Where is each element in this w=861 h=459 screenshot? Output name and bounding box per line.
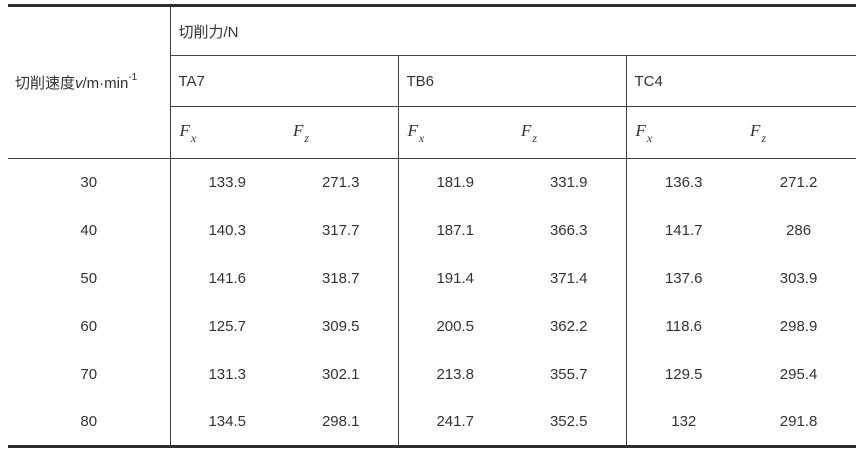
speed-unit: /m·min	[82, 75, 129, 92]
tb6-fx-value: 241.7	[436, 413, 475, 431]
speed-value: 50	[8, 254, 171, 303]
tc4-fz-value: 286	[786, 222, 812, 239]
tb6-fx-value: 213.8	[436, 366, 475, 383]
ta7-fz-value: 298.1	[284, 398, 399, 447]
fx-subscript: x	[190, 131, 197, 146]
fz-symbol: F	[750, 120, 761, 140]
fz-header-tc4: Fz	[741, 106, 857, 159]
force-header-row: 切削速度v/m·min-1 切削力/N	[8, 5, 857, 159]
tc4-fz-value: 303.9	[779, 270, 818, 287]
ta7-fx-value: 131.3	[208, 366, 247, 383]
ta7-fz-value: 318.7	[284, 254, 399, 303]
tb6-fz-value: 371.4	[512, 254, 627, 303]
cutting-force-table-container: 切削速度v/m·min-1 切削力/N TA7 TB6 TC4 Fx Fz Fx…	[8, 4, 857, 448]
fx-header-tc4: Fx	[626, 106, 741, 159]
ta7-fz-value: 271.3	[284, 158, 399, 207]
ta7-fx-value: 140.3	[208, 222, 247, 239]
speed-variable: v	[75, 75, 83, 92]
ta7-fx-value: 141.6	[208, 270, 247, 287]
fx-symbol: F	[635, 120, 646, 140]
tc4-fz-value: 291.8	[779, 413, 818, 431]
material-header-tb6: TB6	[398, 55, 627, 107]
ta7-fx-value: 134.5	[208, 413, 247, 431]
fz-subscript: z	[304, 131, 310, 146]
tc4-fz-value: 295.4	[779, 366, 818, 383]
ta7-fz-value: 309.5	[284, 302, 399, 351]
fx-symbol: F	[407, 120, 418, 140]
material-header-ta7: TA7	[170, 55, 399, 107]
force-header-cell: 切削力/N	[170, 5, 857, 56]
speed-value: 60	[8, 302, 171, 351]
tb6-fz-value: 352.5	[512, 398, 627, 447]
speed-header-label: 切削速度	[15, 75, 76, 92]
ta7-fz-value: 302.1	[284, 350, 399, 399]
cutting-force-table: 切削速度v/m·min-1 切削力/N TA7 TB6 TC4 Fx Fz Fx…	[8, 4, 857, 448]
tb6-fx-value: 191.4	[436, 270, 475, 287]
tb6-fz-value: 366.3	[512, 206, 627, 255]
fx-header-ta7: Fx	[170, 106, 284, 159]
tc4-fx-value: 137.6	[664, 270, 703, 287]
ta7-fz-value: 317.7	[284, 206, 399, 255]
table-row: 70 131.3 302.1 213.8 355.7 129.5 295.4	[8, 350, 856, 399]
tb6-fz-value: 331.9	[512, 158, 627, 207]
ta7-fx-value: 125.7	[208, 318, 247, 335]
tc4-fx-value: 129.5	[664, 366, 703, 383]
material-header-tc4: TC4	[626, 55, 857, 107]
ta7-fx-value: 133.9	[208, 174, 247, 192]
material-header-row: TA7 TB6 TC4	[8, 55, 857, 107]
speed-value: 70	[8, 350, 171, 399]
tc4-fx-value: 132	[671, 413, 697, 431]
table-row: 50 141.6 318.7 191.4 371.4 137.6 303.9	[8, 254, 856, 303]
component-header-row: Fx Fz Fx Fz Fx Fz	[8, 106, 857, 159]
fx-subscript: x	[418, 131, 425, 146]
tc4-fx-value: 141.7	[664, 222, 703, 239]
tc4-fx-value: 118.6	[665, 318, 702, 335]
fx-symbol: F	[179, 120, 190, 140]
tb6-fx-value: 187.1	[436, 222, 475, 239]
table-row: 60 125.7 309.5 200.5 362.2 118.6 298.9	[8, 302, 856, 351]
fz-subscript: z	[761, 131, 767, 146]
table-row: 30 133.9 271.3 181.9 331.9 136.3 271.2	[8, 158, 856, 207]
fz-symbol: F	[521, 120, 532, 140]
fz-subscript: z	[532, 131, 538, 146]
tc4-fz-value: 298.9	[779, 318, 818, 335]
tb6-fz-value: 362.2	[512, 302, 627, 351]
speed-value: 80	[8, 398, 171, 447]
fz-header-tb6: Fz	[512, 106, 627, 159]
fz-symbol: F	[293, 120, 304, 140]
table-row: 40 140.3 317.7 187.1 366.3 141.7 286	[8, 206, 856, 255]
fx-header-tb6: Fx	[398, 106, 512, 159]
speed-value: 30	[8, 158, 171, 207]
tb6-fx-value: 181.9	[436, 174, 475, 192]
tb6-fx-value: 200.5	[436, 318, 475, 335]
fz-header-ta7: Fz	[284, 106, 399, 159]
tc4-fx-value: 136.3	[664, 174, 703, 192]
tc4-fz-value: 271.2	[779, 174, 818, 192]
tb6-fz-value: 355.7	[512, 350, 627, 399]
table-row: 80 134.5 298.1 241.7 352.5 132 291.8	[8, 398, 856, 447]
speed-value: 40	[8, 206, 171, 255]
speed-exponent: -1	[128, 72, 138, 83]
speed-header-cell: 切削速度v/m·min-1	[8, 5, 171, 159]
fx-subscript: x	[646, 131, 653, 146]
